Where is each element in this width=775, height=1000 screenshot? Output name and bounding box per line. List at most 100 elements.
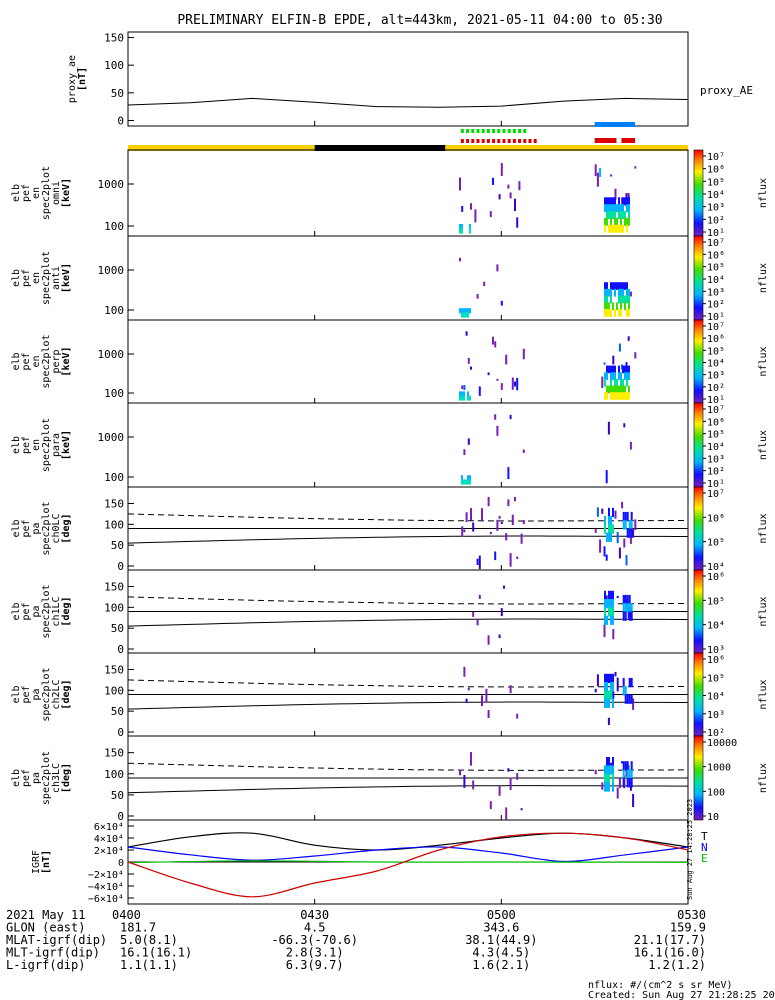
spectrogram-pixel — [612, 197, 614, 206]
spectrogram-pixel — [614, 188, 617, 200]
spectrogram-pixel — [469, 479, 471, 485]
ytick-label: 6×10⁴ — [94, 822, 124, 833]
spectrogram-pixel — [622, 378, 624, 387]
spectrogram-pixel — [606, 757, 608, 767]
spectrogram-pixel — [612, 507, 614, 518]
spectrogram-pixel — [604, 224, 606, 233]
spectrogram-pixel — [514, 497, 516, 502]
spectrogram-pixel — [610, 673, 612, 684]
spectrogram-pixel — [624, 302, 626, 311]
science-marker-red — [481, 139, 485, 143]
spectrogram-pixel — [467, 479, 469, 485]
spectrogram-pixel — [634, 519, 637, 531]
spectrogram-pixel — [629, 535, 632, 544]
spectrogram-pixel — [622, 769, 625, 779]
ylabel-4: elb pef en spec2plot para [keV] — [11, 418, 72, 472]
annotation-row-value: 159.9 — [670, 921, 706, 935]
spectrogram-pixel — [507, 184, 510, 189]
science-marker-green — [486, 129, 490, 133]
colorbar-tick-label: 10³ — [707, 287, 725, 298]
spectrogram-pixel — [626, 778, 629, 788]
colorbar-tick-label: 10² — [707, 215, 725, 226]
spectrogram-pixel — [614, 217, 616, 226]
spectrogram-pixel — [608, 211, 610, 219]
colorbar-tick-label: 10³ — [707, 203, 725, 214]
spectrogram-pixel — [467, 357, 470, 364]
science-marker-red — [486, 139, 490, 143]
spectrogram-pixel — [518, 181, 521, 191]
ylabel-line: proxy_ae — [67, 55, 78, 103]
colorbar-tick-label: 10¹ — [707, 312, 725, 323]
ytick-label: 100 — [104, 768, 124, 781]
ylabel-line: ch3LC — [51, 763, 62, 793]
spectrogram-pixel — [634, 352, 637, 359]
spectrogram-pixel — [624, 392, 626, 400]
spectrogram-pixel — [459, 257, 461, 262]
ytick-label: 100 — [104, 518, 124, 531]
spectrogram-pixel — [624, 686, 627, 696]
spectrogram-pixel — [606, 309, 608, 317]
spectrogram-pixel — [626, 295, 628, 304]
spectrogram-pixel — [469, 475, 471, 481]
spectrogram-pixel — [461, 385, 464, 389]
ytick-label: 4×10⁴ — [94, 834, 124, 845]
science-marker-green — [518, 129, 522, 133]
igrf-series-N — [127, 846, 689, 863]
spectrogram-pixel — [632, 698, 635, 710]
spectrogram-pixel — [614, 282, 616, 290]
spectrogram-pixel — [626, 365, 628, 374]
ylabel-line: elb — [11, 685, 22, 703]
spectrogram-pixel — [626, 594, 629, 605]
spectrogram-pixel — [608, 524, 610, 534]
spectrogram-pixel — [608, 690, 610, 700]
panel-frame-proxy-ae — [127, 31, 689, 127]
spectrogram-pixel — [487, 635, 490, 645]
igrf-series-E — [127, 860, 689, 864]
spectrogram-pixel — [608, 302, 610, 311]
spectrogram-pixel — [618, 211, 620, 219]
ylabel-line: elb — [11, 269, 22, 287]
spectrogram-pixel — [614, 378, 616, 387]
spectrogram-pixel — [624, 511, 627, 522]
spectrogram-pixel — [601, 782, 604, 790]
spectrogram-pixel — [496, 378, 499, 381]
ytick-label: 0 — [117, 560, 124, 573]
ytick-label: 150 — [104, 581, 124, 594]
colorbar-tick-label: 10⁴ — [707, 190, 725, 201]
spectrogram-pixel — [509, 414, 512, 420]
colorbar-label: nflux — [758, 263, 769, 293]
ylabel-line: pef — [21, 769, 32, 787]
spectrogram-pixel — [610, 295, 612, 304]
spectrogram-pixel — [614, 224, 616, 233]
annotation-row-label: 2021 May 11 — [6, 908, 85, 922]
ylabel-line: spec2plot — [41, 584, 52, 638]
spectrogram-pixel — [610, 590, 612, 601]
spectrogram-pixel — [500, 383, 503, 390]
spectrogram-pixel — [622, 594, 625, 605]
spectrogram-pixel — [624, 365, 626, 374]
spectrogram-pixel — [606, 282, 608, 290]
colorbar-tick-label: 10⁵ — [707, 538, 725, 549]
spectrogram-pixel — [505, 807, 508, 820]
spectrogram-pixel — [465, 312, 467, 318]
science-marker-green — [481, 129, 485, 133]
spectrogram-pixel — [626, 372, 628, 380]
spectrogram-pixel — [606, 385, 608, 394]
spectrogram-pixel — [494, 414, 497, 420]
spectrogram-pixel — [606, 204, 608, 213]
spectrogram-pixel — [628, 204, 630, 213]
ylabel-line: pa — [31, 772, 42, 784]
ylabel-line: en — [31, 439, 42, 451]
ylabel-3: elb pef en spec2plot perp [keV] — [11, 334, 72, 388]
spectrogram-pixel — [610, 224, 612, 233]
spectrogram-pixel — [604, 309, 606, 317]
colorbar-tick-label: 10⁷ — [707, 489, 725, 500]
spectrogram-pixel — [604, 295, 606, 304]
ytick-label: −4×10⁴ — [88, 882, 124, 893]
igrf-legend-N: N — [701, 841, 708, 854]
spectrogram-pixel — [610, 365, 612, 374]
spectrogram-pixel — [616, 217, 618, 226]
spectrogram-pixel — [496, 264, 499, 272]
spectrogram-pixel — [624, 295, 626, 304]
